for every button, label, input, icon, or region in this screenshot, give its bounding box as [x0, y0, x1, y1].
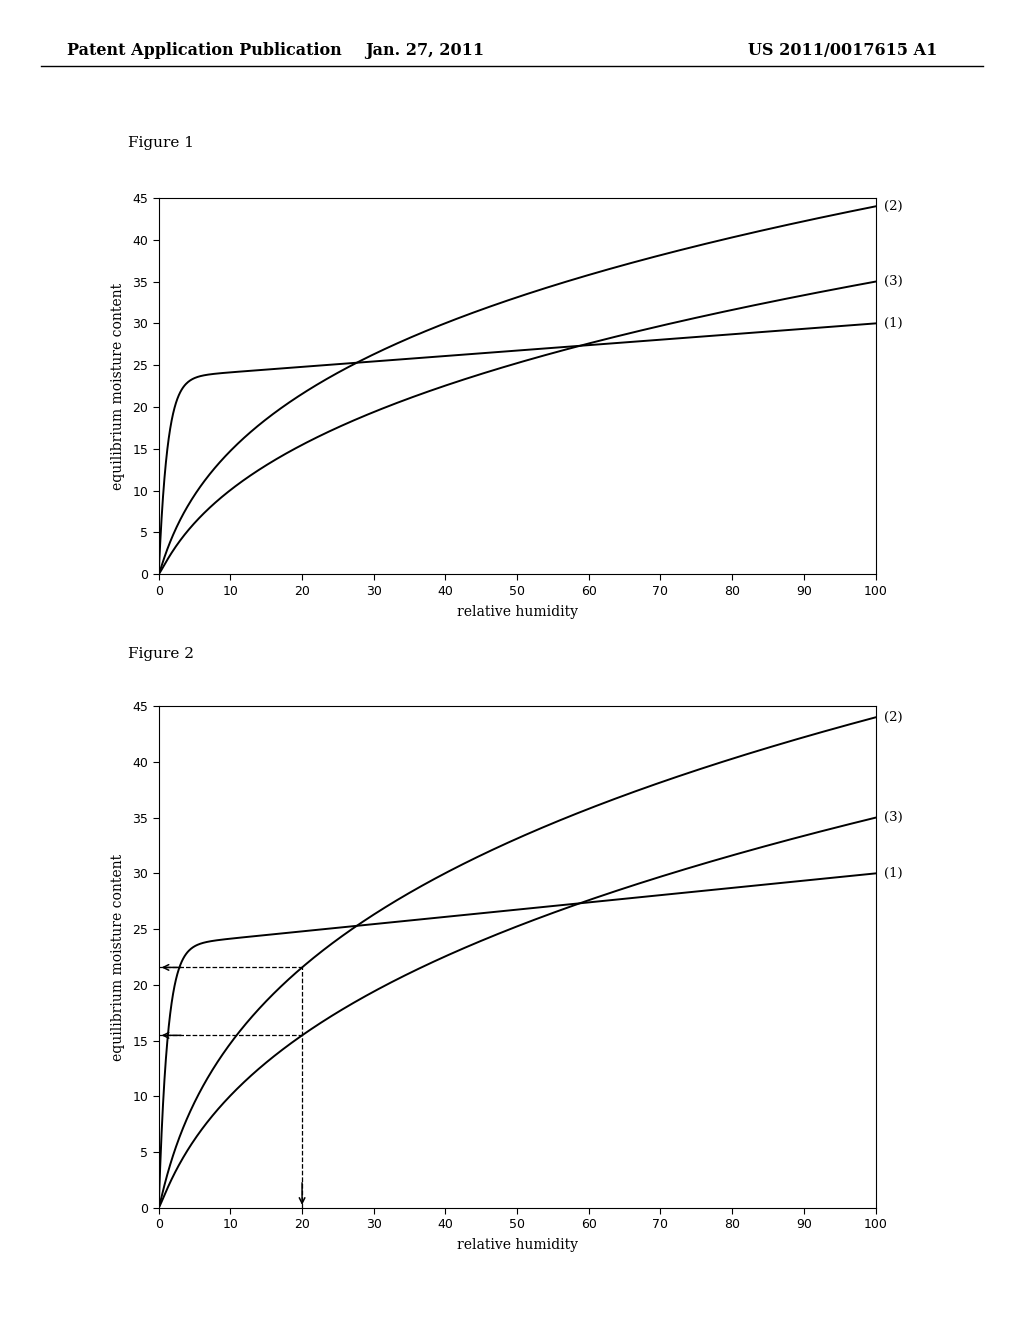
Y-axis label: equilibrium moisture content: equilibrium moisture content: [112, 854, 126, 1060]
Text: (1): (1): [884, 317, 902, 330]
X-axis label: relative humidity: relative humidity: [457, 1238, 578, 1253]
Text: Figure 1: Figure 1: [128, 136, 194, 150]
Text: (3): (3): [884, 275, 902, 288]
Text: (1): (1): [884, 867, 902, 880]
Text: (3): (3): [884, 812, 902, 824]
Text: US 2011/0017615 A1: US 2011/0017615 A1: [748, 42, 937, 59]
Text: Jan. 27, 2011: Jan. 27, 2011: [366, 42, 484, 59]
Text: (2): (2): [884, 711, 902, 723]
Text: (2): (2): [884, 199, 902, 213]
Y-axis label: equilibrium moisture content: equilibrium moisture content: [112, 282, 126, 490]
X-axis label: relative humidity: relative humidity: [457, 605, 578, 619]
Text: Figure 2: Figure 2: [128, 647, 194, 661]
Text: Patent Application Publication: Patent Application Publication: [67, 42, 341, 59]
